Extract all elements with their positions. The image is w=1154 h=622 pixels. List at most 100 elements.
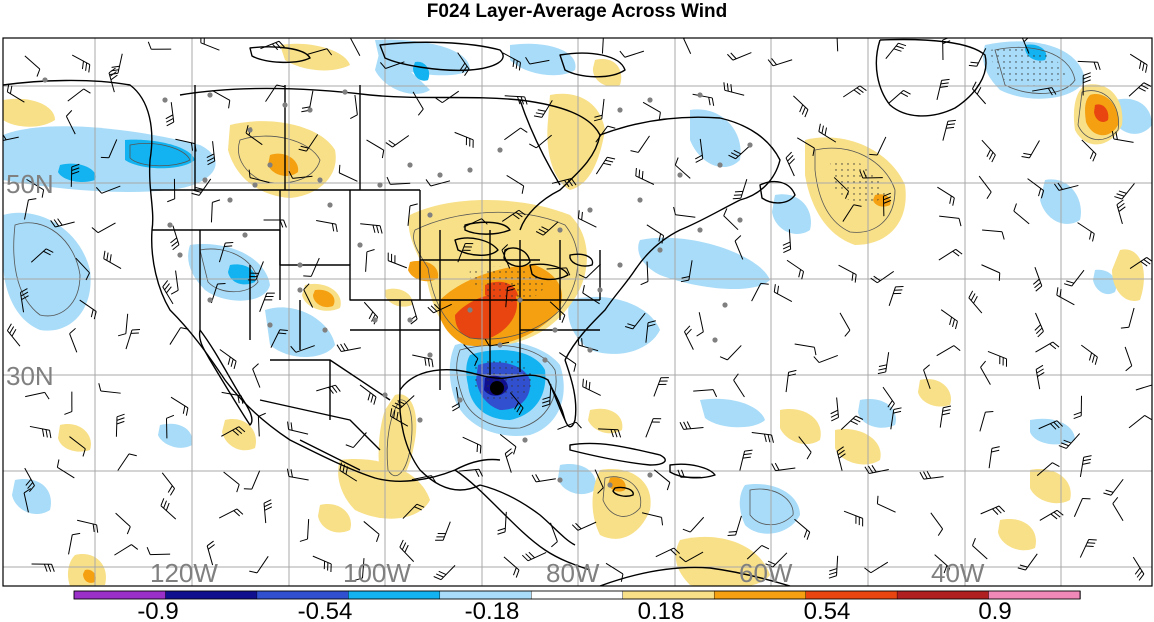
wind-barb-flag (542, 400, 551, 404)
station-dot (267, 162, 273, 168)
wind-barb-flag (538, 228, 547, 234)
wind-barb-flag (869, 153, 878, 156)
wind-barb-flag (647, 320, 656, 324)
wind-barb-flag (1091, 354, 1095, 363)
station-dot (497, 342, 503, 348)
wind-barb-flag (303, 283, 310, 290)
wind-barb-flag (116, 417, 125, 421)
wind-barb-flag (21, 295, 29, 301)
wind-barb-flag (581, 211, 583, 220)
wind-barb-flag (516, 96, 521, 105)
wind-barb (642, 101, 661, 113)
wind-barb-flag (776, 285, 780, 294)
wind-barb-flag (47, 563, 52, 572)
wind-barb-flag (301, 106, 310, 109)
wind-barb-flag (394, 402, 403, 408)
wind-barb-flag (783, 248, 791, 253)
wind-barb-flag (799, 104, 804, 113)
station-dot (167, 222, 173, 228)
wind-barb-flag (610, 429, 614, 438)
lat-label-50n: 50N (6, 169, 54, 199)
wind-barb-flag (812, 147, 815, 157)
wind-barb (223, 471, 240, 485)
station-dot (467, 167, 473, 173)
wind-barb-flag (952, 197, 955, 206)
wind-barb-flag (970, 293, 976, 301)
station-dot (252, 182, 258, 188)
wind-barb-flag (271, 43, 279, 51)
station-dot (427, 212, 433, 218)
wind-barb-flag (328, 386, 334, 394)
wind-barb-flag (638, 169, 641, 178)
wind-barb-flag (224, 245, 233, 247)
wind-barb-flag (727, 534, 736, 537)
wind-barb-flag (829, 568, 838, 572)
wind-barb-flag (479, 445, 482, 454)
wind-barb-flag (535, 112, 544, 115)
wind-barb-flag (53, 219, 60, 227)
wind-barb-flag (1053, 183, 1060, 191)
wind-barb-flag (1073, 415, 1082, 420)
wind-barb-flag (620, 573, 624, 582)
wind-barb (108, 139, 118, 158)
wind-barb-flag (1146, 257, 1152, 262)
wind-barb-flag (1056, 287, 1059, 296)
wind-barb-flag (991, 446, 1000, 449)
wind-barb-flag (1061, 442, 1069, 447)
station-dot (327, 202, 333, 208)
wind-barb-flag (165, 114, 174, 120)
wind-barb-flag (831, 416, 839, 422)
wind-barb (624, 50, 645, 58)
wind-barb-flag (551, 541, 558, 548)
wind-barb-flag (1083, 79, 1091, 84)
wind-barb-flag (41, 428, 45, 437)
wind-barb-flag (893, 48, 902, 52)
wind-barb-flag (1140, 84, 1149, 90)
wind-barb-flag (859, 170, 864, 179)
wind-barb-flag (91, 227, 99, 234)
wind-barb-flag (1035, 327, 1043, 334)
wind-barb-flag (862, 170, 867, 179)
wind-barb-flag (516, 404, 522, 413)
wind-barb-flag (624, 326, 633, 330)
station-dot (557, 477, 563, 483)
wind-barb (723, 215, 739, 231)
wind-barb-flag (986, 149, 991, 158)
wind-barb (210, 202, 213, 223)
wind-barb (307, 519, 310, 540)
wind-barb-flag (25, 478, 32, 486)
wind-barb-flag (249, 570, 258, 574)
wind-barb (361, 558, 365, 579)
wind-barb-flag (953, 345, 961, 352)
wind-barb (836, 38, 839, 52)
wind-barb-flag (409, 203, 418, 207)
wind-barb-flag (603, 35, 611, 37)
wind-barb-flag (952, 319, 956, 328)
wind-barb-flag (593, 118, 602, 122)
wind-barb (115, 512, 131, 528)
wind-barb-flag (801, 271, 805, 280)
wind-barb-flag (1118, 190, 1127, 194)
wind-barb-flag (367, 392, 371, 401)
wind-barb-flag (877, 371, 886, 375)
colorbar-label-neg-0-9: -0.9 (137, 598, 178, 622)
wind-barb-flag (575, 522, 582, 530)
wind-barb-flag (666, 482, 671, 491)
wind-barb (727, 345, 742, 361)
wind-barb-flag (1050, 513, 1058, 520)
wind-barb-flag (170, 237, 178, 244)
wind-barb-flag (856, 87, 864, 93)
wind-barb (115, 416, 118, 437)
station-dot (557, 227, 563, 233)
wind-barb-flag (855, 415, 864, 420)
wind-barb-flag (788, 369, 797, 373)
wind-barb-flag (180, 327, 189, 330)
wind-barb-flag (844, 329, 851, 337)
wind-barb-flag (236, 484, 240, 493)
wind-barb-flag (940, 82, 949, 85)
wind-barb-flag (385, 142, 393, 148)
wind-barb (251, 470, 261, 490)
wind-barb (169, 327, 182, 345)
wind-barb-flag (515, 60, 518, 69)
wind-barb (67, 88, 84, 102)
